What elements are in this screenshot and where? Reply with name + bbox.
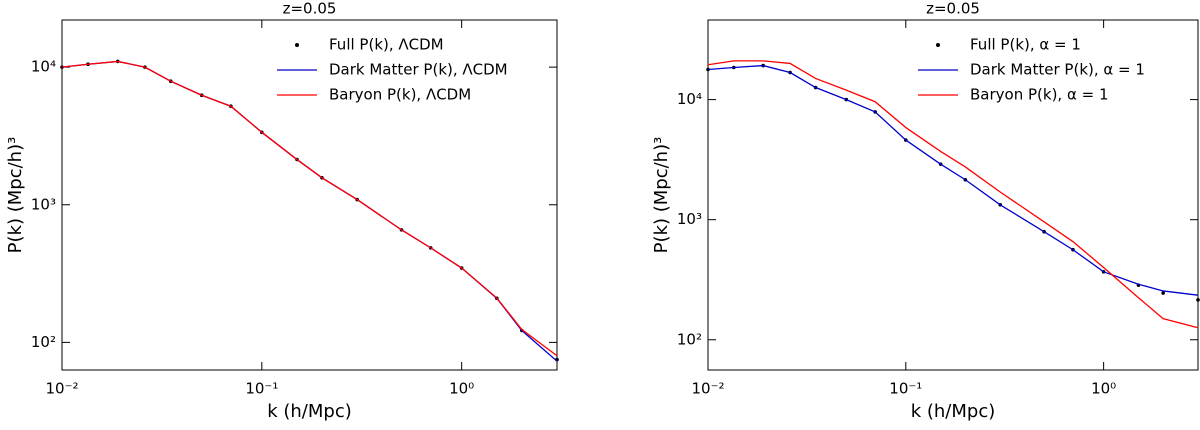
- x-tick-label: 10⁻²: [691, 380, 724, 398]
- legend-label: Dark Matter P(k), α = 1: [970, 61, 1145, 79]
- legend-marker: [295, 43, 299, 47]
- series-line: [707, 60, 1199, 329]
- y-tick-label: 10⁴: [31, 58, 56, 76]
- series-line: [61, 60, 558, 362]
- x-tick-label: 10⁻¹: [245, 380, 278, 398]
- y-tick-label: 10³: [31, 195, 56, 213]
- legend-label: Full P(k), α = 1: [970, 36, 1081, 54]
- plot-frame: [707, 19, 1199, 371]
- data-point: [1161, 291, 1165, 295]
- y-tick-label: 10²: [677, 330, 702, 348]
- y-tick-label: 10³: [677, 210, 702, 228]
- x-tick-label: 10⁰: [449, 380, 474, 398]
- y-axis-label: P(k) (Mpc/h)³: [651, 137, 672, 254]
- legend-label: Baryon P(k), ΛCDM: [329, 86, 471, 104]
- chart-title: z=0.05: [926, 0, 980, 18]
- series-line: [707, 64, 1199, 296]
- x-tick-label: 10⁻¹: [889, 380, 922, 398]
- data-point: [1196, 298, 1200, 302]
- legend-label: Full P(k), ΛCDM: [329, 36, 444, 54]
- series-line: [61, 60, 558, 357]
- legend-marker: [936, 43, 940, 47]
- y-tick-label: 10⁴: [677, 90, 702, 108]
- legend-label: Dark Matter P(k), ΛCDM: [329, 61, 508, 79]
- x-tick-label: 10⁰: [1091, 380, 1116, 398]
- x-tick-label: 10⁻²: [45, 380, 78, 398]
- y-tick-label: 10²: [31, 333, 56, 351]
- legend-label: Baryon P(k), α = 1: [970, 86, 1109, 104]
- y-axis-label: P(k) (Mpc/h)³: [5, 137, 26, 254]
- plot-frame: [61, 19, 558, 371]
- chart-title: z=0.05: [283, 0, 337, 18]
- x-axis-label: k (h/Mpc): [911, 401, 996, 422]
- x-axis-label: k (h/Mpc): [267, 401, 352, 422]
